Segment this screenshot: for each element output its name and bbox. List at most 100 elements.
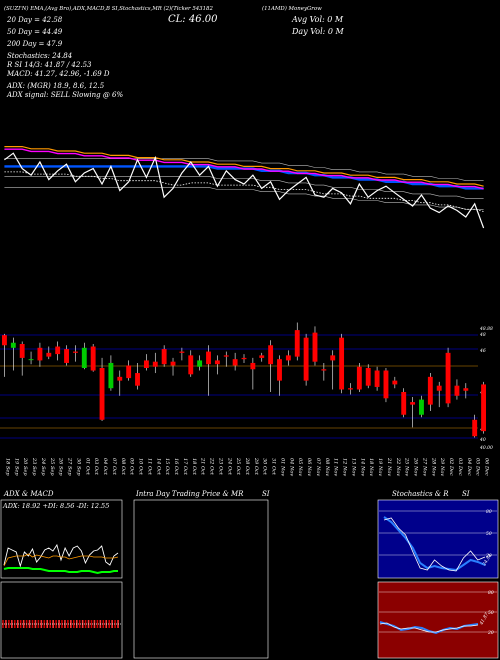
ticker-tag: (11AMD) MoneyGrow [262,5,322,12]
candle-body-28 [250,362,256,370]
candle-body-42 [374,370,380,387]
x-axis-label-21: 18 Oct [191,458,197,476]
indicator-line-4: R SI 14/3: 41.87 / 42.53 [6,61,92,69]
candle-body-32 [285,355,291,361]
rsi-signal-line [379,622,479,633]
x-axis-label-2: 20 Sep [22,457,28,476]
x-axis-label-7: 27 Sep [67,457,73,476]
stoch-si-label: SI [462,490,470,498]
x-axis-label-37: 11 Nov [333,458,339,476]
stoch-panel-title: Stochastics & R [392,490,449,498]
rsi-tick-0: 80 [488,590,494,596]
candle-body-9 [81,347,87,368]
avg-volume-label: Avg Vol: 0 M [291,15,344,24]
stoch-k-line [383,516,486,572]
x-axis-label-39: 13 Nov [350,458,356,476]
candle-body-40 [356,366,362,390]
x-axis-label-10: 03 Oct [93,458,99,476]
x-axis-label-4: 24 Sep [40,457,46,476]
candle-body-12 [108,362,114,389]
candle-body-20 [179,351,185,353]
x-axis-label-5: 25 Sep [49,457,55,476]
ema-20-dotted-line [4,171,484,212]
candle-body-2 [19,344,25,358]
stochastics-panel-frame [377,499,499,579]
close-price-line [4,152,485,229]
x-axis-label-31: 01 Nov [279,458,285,476]
x-axis-label-22: 21 Oct [200,457,206,476]
di-plus-line [3,553,119,567]
x-axis-label-42: 19 Nov [377,458,383,476]
indicator-line-2: 200 Day = 47.9 [6,40,63,48]
x-axis-label-9: 01 Oct [84,458,90,476]
candle-axis-tick-5: 40 [479,437,486,443]
candle-body-50 [445,352,451,404]
candle-body-4 [37,347,43,361]
candle-body-19 [170,361,176,366]
candle-body-53 [472,419,478,437]
rsi-panel-frame [377,581,499,659]
candle-body-29 [259,355,265,358]
candle-body-47 [419,399,424,415]
candle-body-35 [312,332,318,362]
x-axis-label-36: 08 Nov [324,458,330,476]
candle-body-27 [241,357,247,360]
candle-body-41 [365,368,371,386]
intraday-panel-frame [133,499,269,659]
x-axis-label-47: 27 Nov [421,457,427,476]
x-axis-label-24: 23 Oct [217,457,223,476]
candle-axis-tick-6: 40.00 [479,445,493,451]
close-price-label: CL: 46.00 [168,14,218,25]
x-axis-label-17: 14 Oct [155,458,161,476]
candle-body-3 [28,359,34,361]
x-axis-label-20: 17 Oct [182,458,188,476]
candle-body-21 [188,355,194,375]
x-axis-label-44: 22 Nov [395,457,401,476]
x-axis-label-34: 06 Nov [306,458,312,476]
x-axis-label-40: 14 Nov [359,458,365,476]
candle-body-38 [339,337,345,390]
candle-body-11 [99,368,105,420]
intra-si-label: SI [262,490,270,498]
x-axis-label-50: 02 Dec [448,458,454,476]
x-axis-label-51: 03 Dec [457,458,463,476]
adx-values-label: ADX: 18.92 +DI: 8.56 -DI: 12.55 [2,502,109,510]
indicator-line-7: ADX signal: SELL Slowing @ 6% [6,91,123,99]
candle-body-16 [143,360,149,368]
x-axis-label-13: 08 Oct [120,458,126,476]
candle-axis-tick-2: 46 [479,348,486,354]
candle-body-7 [64,349,69,363]
x-axis-label-53: 05 Dec [475,458,481,476]
candle-body-49 [436,385,442,391]
candle-axis-tick-1: 48 [479,332,486,338]
candle-body-26 [232,359,238,366]
indicator-line-5: MACD: 41.27, 42.96, -1.69 D [6,70,110,78]
candle-body-1 [10,342,16,348]
candle-body-45 [401,392,407,415]
candle-body-5 [46,352,52,357]
x-axis-label-25: 24 Oct [226,457,232,476]
di-minus-line [3,567,118,575]
stoch-tick-1: 50 [486,531,492,537]
indicator-line-6: ADX: (MGR) 18.9, 8.6, 12.5 [6,82,105,90]
ema-50-line [4,146,484,187]
candle-body-51 [454,385,460,396]
candle-body-33 [294,330,300,357]
candle-body-48 [427,376,433,405]
x-axis-label-48: 28 Nov [430,457,436,476]
candle-body-8 [72,351,78,353]
candle-body-44 [392,380,398,385]
x-axis-label-26: 25 Oct [235,457,241,476]
stoch-d-line [383,517,486,572]
x-axis-label-15: 10 Oct [138,458,144,476]
adx-panel-title: ADX & MACD [3,490,54,498]
stoch-tick-2: 20 [485,553,492,559]
x-axis-label-43: 21 Nov [386,457,392,476]
x-axis-label-11: 04 Oct [102,458,108,476]
x-axis-label-1: 19 Sep [13,458,19,476]
candle-body-22 [197,360,203,367]
indicator-line-1: 50 Day = 44.49 [7,28,63,36]
adx-panel-frame [0,499,123,579]
ema-band-line-1 [4,176,484,199]
